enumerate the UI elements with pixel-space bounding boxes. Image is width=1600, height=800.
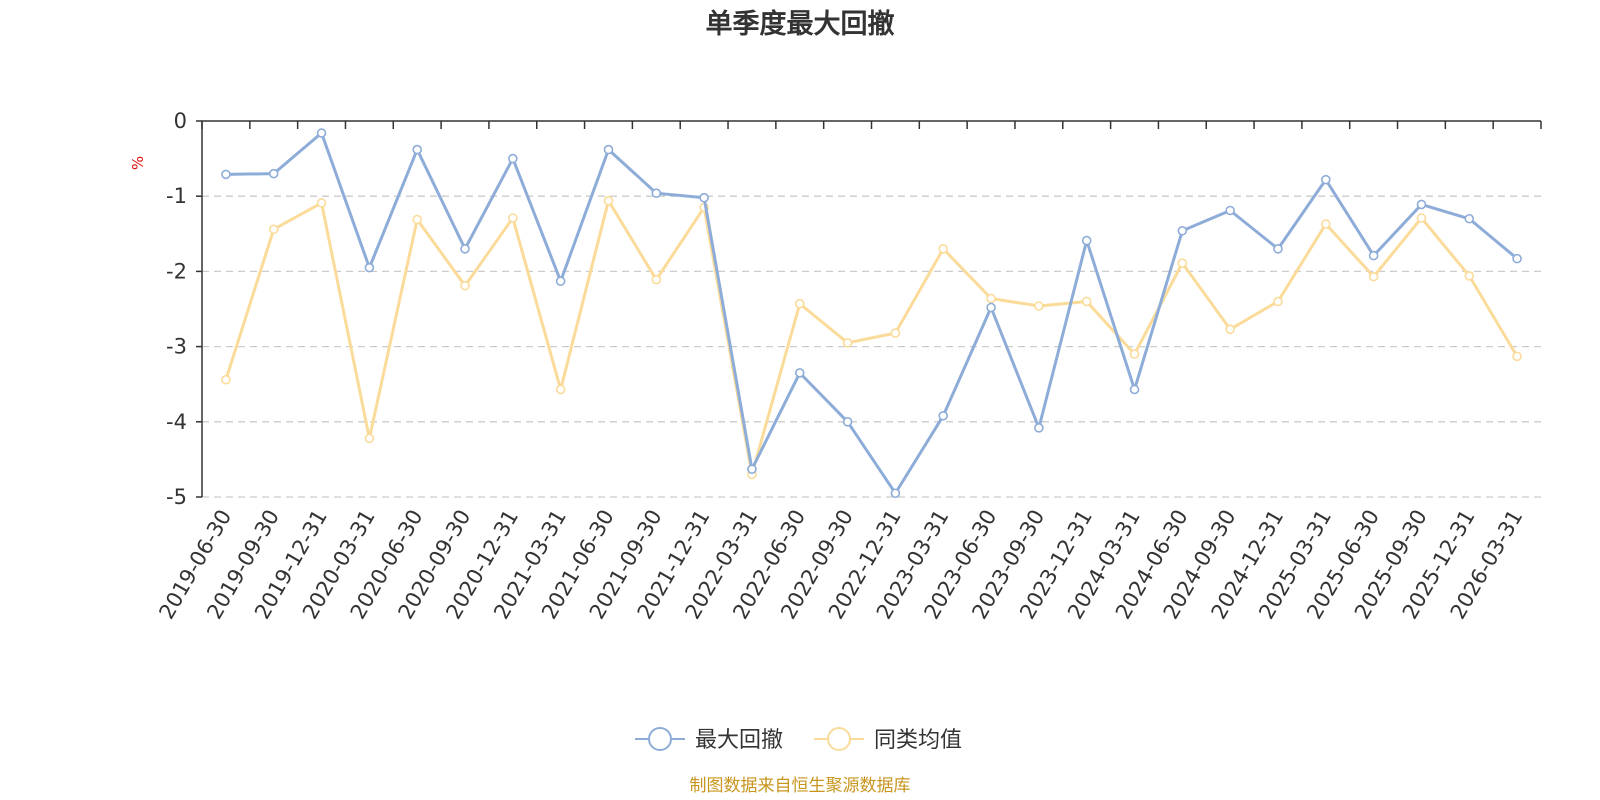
series-peer-average [221,195,1522,480]
data-point[interactable] [1464,271,1475,281]
y-tick-label: -4 [166,410,187,434]
axes: 0-1-2-3-4-52019-06-302019-09-302019-12-3… [154,109,1542,623]
data-point[interactable] [651,274,662,285]
data-point[interactable] [221,169,231,180]
data-point[interactable] [1464,213,1475,224]
data-point[interactable] [1129,349,1140,359]
data-point[interactable] [1081,296,1092,307]
data-point[interactable] [1416,199,1427,210]
data-point[interactable] [842,338,853,348]
data-point[interactable] [938,244,949,254]
y-tick-label: -5 [166,485,187,509]
legend-circle-icon [648,727,672,751]
data-point[interactable] [794,368,805,378]
data-point[interactable] [412,214,422,225]
data-point[interactable] [1273,244,1283,254]
data-point[interactable] [747,464,757,474]
legend-circle-icon [827,727,851,751]
data-point[interactable] [268,224,279,235]
data-point[interactable] [1273,296,1283,307]
data-point[interactable] [555,384,566,395]
chart-title: 单季度最大回撤 [706,8,895,40]
data-point[interactable] [842,416,853,427]
y-tick-label: -2 [166,259,187,283]
series-max-drawdown [221,128,1522,499]
data-point[interactable] [1512,351,1522,362]
data-point[interactable] [508,153,518,164]
data-point[interactable] [1034,301,1044,311]
data-point[interactable] [603,195,614,206]
data-point[interactable] [1368,250,1379,261]
y-tick-label: 0 [174,109,187,133]
data-point[interactable] [221,374,231,385]
series-line [224,199,1519,476]
data-point[interactable] [460,244,470,254]
data-point[interactable] [268,168,279,179]
legend[interactable]: 最大回撤 同类均值 [635,727,962,753]
data-point[interactable] [1177,258,1188,268]
data-point[interactable] [794,298,805,309]
data-point[interactable] [938,410,949,421]
data-point[interactable] [1225,324,1235,335]
data-point[interactable] [316,198,327,208]
series-line [224,131,1519,495]
y-axis-unit-label: % [129,156,147,170]
data-point[interactable] [1321,174,1331,185]
data-point[interactable] [460,280,470,291]
data-point[interactable] [651,188,662,198]
data-point[interactable] [1321,219,1331,229]
data-source-note: 制图数据来自恒生聚源数据库 [690,776,911,796]
series-layer [221,128,1522,499]
data-point[interactable] [890,488,901,499]
data-point[interactable] [699,192,709,203]
data-point[interactable] [1081,235,1092,246]
legend-label: 最大回撤 [695,728,783,753]
y-tick-label: -3 [166,335,187,359]
data-point[interactable] [1368,271,1379,282]
data-point[interactable] [412,144,422,155]
data-point[interactable] [986,293,996,304]
data-point[interactable] [364,262,375,273]
legend-item-max-drawdown[interactable]: 最大回撤 [635,727,783,753]
data-point[interactable] [1512,253,1522,264]
data-point[interactable] [890,328,901,338]
data-point[interactable] [555,276,566,286]
data-point[interactable] [1225,205,1235,216]
legend-item-peer-average[interactable]: 同类均值 [814,727,962,753]
data-point[interactable] [1177,225,1188,236]
data-point[interactable] [364,433,375,444]
data-point[interactable] [508,213,518,223]
data-point[interactable] [1129,384,1140,395]
data-point[interactable] [1034,423,1044,433]
data-point[interactable] [316,128,327,138]
legend-label: 同类均值 [874,728,962,753]
data-point[interactable] [1416,213,1427,223]
data-point[interactable] [603,144,614,155]
data-point[interactable] [986,302,996,313]
y-tick-label: -1 [166,184,187,208]
